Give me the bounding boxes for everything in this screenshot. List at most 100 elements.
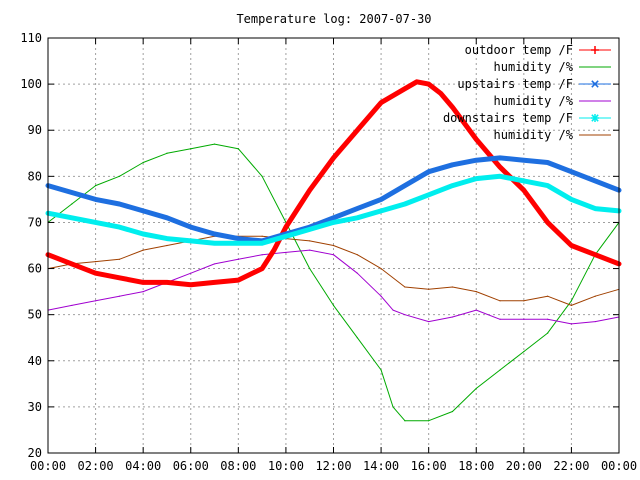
series-0-point: [570, 244, 573, 247]
series-4-point: [332, 221, 335, 224]
series-3-point: [428, 320, 430, 323]
legend-label: humidity /%: [494, 128, 574, 142]
series-1-point: [71, 203, 73, 205]
series-3-point: [71, 304, 73, 307]
series-1-point: [213, 143, 216, 145]
series-4-point: [118, 226, 120, 228]
series-0-point: [118, 277, 120, 279]
x-tick-label: 20:00: [506, 459, 542, 473]
series-5-point: [475, 291, 477, 293]
series-3-point: [356, 272, 358, 274]
series-2-point: [118, 203, 120, 205]
series-4-point: [499, 175, 501, 177]
series-0-point: [142, 281, 144, 283]
series-0-point: [237, 279, 239, 281]
series-0-point: [190, 284, 192, 286]
x-tick-label: 04:00: [125, 459, 161, 473]
series-5-point: [523, 300, 525, 302]
series-3-point: [332, 254, 335, 256]
series-5-point: [428, 288, 430, 290]
series-5-point: [451, 286, 454, 288]
series-1-point: [404, 420, 406, 422]
series-4-point: [190, 240, 192, 242]
series-1-point: [261, 175, 263, 177]
series-5-point: [94, 261, 97, 263]
legend-label: downstairs temp /F: [443, 111, 573, 125]
series-3-point: [94, 300, 97, 302]
x-tick-label: 14:00: [363, 459, 399, 473]
series-0-point: [499, 166, 501, 168]
series-4-point: [142, 233, 144, 235]
series-3-point: [118, 295, 120, 297]
series-1-point: [547, 332, 549, 334]
series-1-point: [332, 304, 335, 307]
x-tick-label: 22:00: [553, 459, 589, 473]
series-1-point: [94, 184, 97, 187]
x-tick-label: 12:00: [315, 459, 351, 473]
series-0-point: [297, 208, 299, 210]
series-3-point: [237, 258, 239, 260]
x-tick-label: 10:00: [268, 459, 304, 473]
series-5-point: [547, 295, 549, 297]
legend-label: upstairs temp /F: [457, 77, 573, 91]
y-tick-label: 20: [28, 446, 42, 460]
series-0-point: [71, 263, 73, 265]
series-0-point: [94, 272, 97, 274]
series-1-point: [380, 369, 382, 371]
series-4-point: [547, 184, 549, 187]
series-4-point: [94, 221, 97, 224]
series-5-point: [570, 304, 573, 307]
series-3-point: [547, 318, 549, 320]
series-5-point: [380, 267, 382, 270]
x-tick-label: 08:00: [220, 459, 256, 473]
series-2-point: [451, 164, 454, 166]
series-0-point: [547, 221, 549, 224]
series-5-point: [142, 249, 144, 251]
series-2-point: [475, 159, 477, 161]
series-2-point: [356, 208, 358, 210]
series-4-point: [380, 210, 382, 212]
series-layer: [45, 79, 622, 422]
series-0-point: [594, 254, 596, 256]
series-1-point: [309, 267, 311, 270]
series-0-point: [166, 281, 168, 283]
x-tick-label: 02:00: [78, 459, 114, 473]
series-3-point: [499, 318, 501, 320]
series-2-point: [71, 191, 73, 194]
legend-label: humidity /%: [494, 60, 574, 74]
series-2-point: [547, 161, 549, 164]
series-1-point: [118, 175, 120, 177]
series-line-5: [47, 235, 620, 306]
series-3-point: [570, 323, 573, 325]
series-3-point: [142, 291, 144, 293]
series-4-point: [356, 217, 358, 219]
series-3-point: [392, 309, 394, 311]
series-0-point: [451, 106, 454, 108]
series-1-point: [166, 152, 168, 154]
series-0-point: [261, 267, 263, 270]
chart-title: Temperature log: 2007-07-30: [236, 12, 431, 26]
legend-label: outdoor temp /F: [465, 43, 573, 57]
y-tick-label: 110: [20, 31, 42, 45]
x-tick-label: 00:00: [30, 459, 66, 473]
series-3-point: [261, 254, 263, 256]
series-0-point: [475, 138, 477, 141]
series-1-point: [428, 420, 430, 422]
series-5-point: [261, 235, 263, 237]
series-4-point: [594, 208, 596, 210]
series-0-point: [309, 189, 311, 191]
series-1-point: [237, 148, 239, 150]
series-2-point: [166, 217, 168, 219]
series-4-point: [451, 184, 454, 187]
series-5-point: [309, 240, 311, 242]
series-4-point: [237, 242, 239, 244]
series-1-point: [190, 148, 192, 150]
series-0-point: [404, 88, 406, 90]
series-4-point: [475, 178, 477, 180]
series-5-point: [356, 254, 358, 256]
series-3-point: [380, 295, 382, 297]
legend-marker: [591, 46, 599, 54]
series-3-point: [309, 249, 311, 251]
series-5-point: [118, 258, 120, 260]
